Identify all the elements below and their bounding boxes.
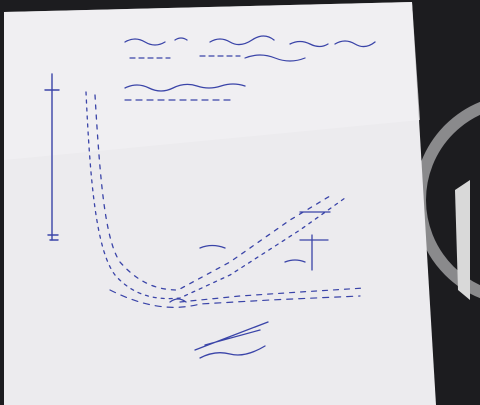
curve-labels (169, 244, 226, 303)
handwritten-notes (124, 35, 376, 101)
note-line-2 (244, 54, 306, 62)
note-line-3 (124, 83, 246, 92)
disc-mark (455, 180, 470, 300)
note-underline-1 (129, 55, 241, 59)
axis-mark (47, 234, 59, 241)
side-annotation (284, 211, 331, 271)
baseline-curve-2 (179, 287, 366, 303)
vertical-axis (44, 73, 60, 241)
curve-outer (85, 91, 346, 300)
bottom-scribble (194, 321, 269, 359)
baseline-curve (109, 289, 361, 308)
paper-highlight (4, 2, 420, 160)
note-line-1 (124, 35, 376, 48)
sketch (44, 73, 366, 359)
curve-inner (94, 94, 331, 291)
